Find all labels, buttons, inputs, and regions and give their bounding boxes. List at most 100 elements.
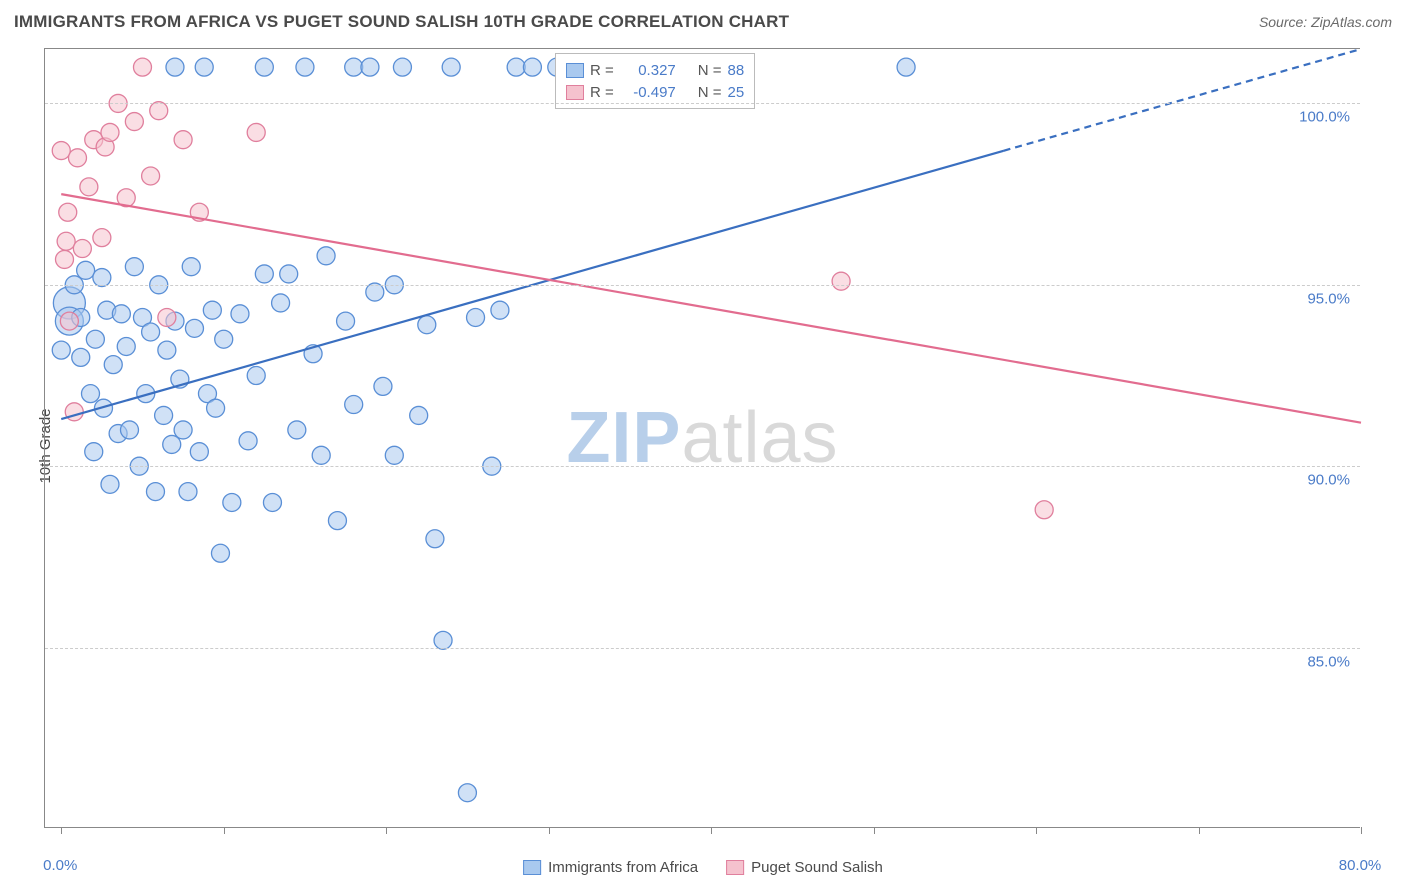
scatter-point: [385, 446, 403, 464]
scatter-point: [393, 58, 411, 76]
scatter-point: [239, 432, 257, 450]
trend-line: [61, 194, 1361, 423]
scatter-point: [68, 149, 86, 167]
trend-line-dashed: [1004, 49, 1361, 151]
scatter-point: [231, 305, 249, 323]
scatter-point: [426, 530, 444, 548]
scatter-point: [125, 258, 143, 276]
scatter-point: [86, 330, 104, 348]
scatter-point: [101, 475, 119, 493]
scatter-point: [73, 240, 91, 258]
legend-n-label: N =: [698, 62, 722, 79]
scatter-point: [59, 203, 77, 221]
scatter-point: [190, 443, 208, 461]
scatter-point: [125, 113, 143, 131]
x-tick-label: 80.0%: [1339, 857, 1382, 874]
gridline-h: [45, 103, 1360, 104]
scatter-point: [410, 406, 428, 424]
scatter-point: [174, 421, 192, 439]
scatter-point: [81, 385, 99, 403]
scatter-point: [155, 406, 173, 424]
scatter-point: [166, 58, 184, 76]
scatter-point: [158, 341, 176, 359]
y-tick-label: 100.0%: [1299, 109, 1350, 126]
legend-n-value: 25: [728, 84, 745, 101]
scatter-point: [897, 58, 915, 76]
scatter-point: [317, 247, 335, 265]
scatter-point: [296, 58, 314, 76]
scatter-point: [52, 341, 70, 359]
gridline-h: [45, 466, 1360, 467]
scatter-point: [263, 493, 281, 511]
x-tick-mark: [61, 827, 62, 834]
scatter-point: [280, 265, 298, 283]
scatter-point: [345, 58, 363, 76]
scatter-point: [142, 167, 160, 185]
scatter-point: [77, 261, 95, 279]
x-tick-mark: [1361, 827, 1362, 834]
scatter-point: [158, 308, 176, 326]
legend-item: Immigrants from Africa: [523, 859, 698, 876]
gridline-h: [45, 648, 1360, 649]
x-tick-mark: [1199, 827, 1200, 834]
scatter-point: [112, 305, 130, 323]
scatter-point: [72, 348, 90, 366]
scatter-point: [211, 544, 229, 562]
legend-bottom: Immigrants from Africa Puget Sound Salish: [523, 859, 883, 876]
scatter-point: [328, 512, 346, 530]
scatter-point: [442, 58, 460, 76]
scatter-point: [832, 272, 850, 290]
x-tick-mark: [711, 827, 712, 834]
scatter-point: [80, 178, 98, 196]
scatter-point: [104, 356, 122, 374]
legend-top-row: R =0.327N =88: [566, 59, 744, 81]
x-tick-mark: [874, 827, 875, 834]
legend-label: Puget Sound Salish: [751, 859, 883, 876]
legend-swatch: [566, 85, 584, 100]
scatter-point: [288, 421, 306, 439]
scatter-point: [247, 367, 265, 385]
plot-area: ZIPatlas R =0.327N =88R =-0.497N =25 85.…: [44, 48, 1360, 828]
legend-top: R =0.327N =88R =-0.497N =25: [555, 53, 755, 109]
scatter-point: [361, 58, 379, 76]
scatter-point: [312, 446, 330, 464]
scatter-point: [85, 443, 103, 461]
gridline-h: [45, 285, 1360, 286]
scatter-point: [272, 294, 290, 312]
chart-container: IMMIGRANTS FROM AFRICA VS PUGET SOUND SA…: [0, 0, 1406, 892]
legend-r-value: 0.327: [620, 62, 676, 79]
scatter-point: [120, 421, 138, 439]
scatter-point: [52, 142, 70, 160]
legend-swatch: [523, 860, 541, 875]
scatter-point: [179, 483, 197, 501]
chart-title: IMMIGRANTS FROM AFRICA VS PUGET SOUND SA…: [14, 12, 789, 32]
scatter-point: [203, 301, 221, 319]
scatter-point: [93, 229, 111, 247]
scatter-point: [163, 435, 181, 453]
scatter-point: [255, 58, 273, 76]
legend-r-value: -0.497: [620, 84, 676, 101]
scatter-point: [223, 493, 241, 511]
legend-swatch: [726, 860, 744, 875]
scatter-point: [523, 58, 541, 76]
x-tick-mark: [1036, 827, 1037, 834]
x-tick-mark: [386, 827, 387, 834]
scatter-point: [255, 265, 273, 283]
chart-svg: [45, 49, 1360, 827]
scatter-point: [418, 316, 436, 334]
legend-item: Puget Sound Salish: [726, 859, 883, 876]
y-tick-label: 90.0%: [1307, 472, 1350, 489]
scatter-point: [182, 258, 200, 276]
chart-source: Source: ZipAtlas.com: [1259, 14, 1392, 30]
legend-r-label: R =: [590, 84, 614, 101]
scatter-point: [215, 330, 233, 348]
legend-swatch: [566, 63, 584, 78]
x-tick-mark: [549, 827, 550, 834]
scatter-point: [101, 123, 119, 141]
scatter-point: [117, 337, 135, 355]
scatter-point: [57, 232, 75, 250]
scatter-point: [247, 123, 265, 141]
scatter-point: [174, 131, 192, 149]
legend-n-label: N =: [698, 84, 722, 101]
x-tick-label: 0.0%: [43, 857, 77, 874]
